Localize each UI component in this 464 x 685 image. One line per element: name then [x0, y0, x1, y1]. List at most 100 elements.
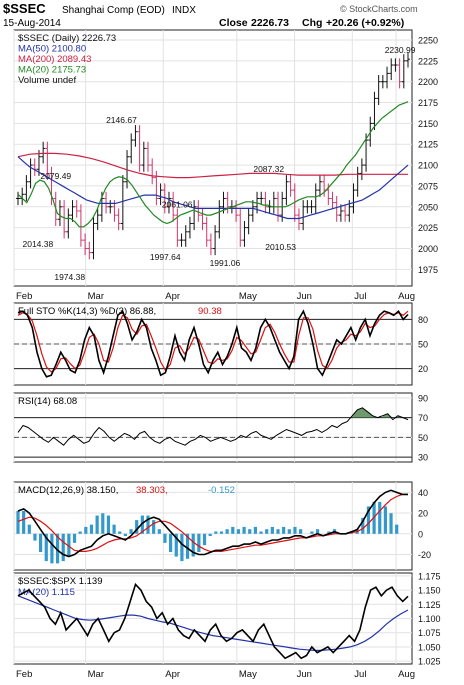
- macd-histogram-bar: [197, 533, 201, 552]
- macd-histogram-bar: [270, 526, 274, 534]
- price-annotation: 1997.64: [150, 252, 181, 262]
- macd-ytick: 0: [418, 529, 423, 539]
- bottom-month-label: Feb: [16, 669, 32, 680]
- price-month-label: Jul: [354, 291, 366, 302]
- macd-histogram-bar: [146, 515, 150, 534]
- chg-label: Chg: [302, 17, 322, 29]
- ratio-ytick: 1.175: [418, 571, 441, 581]
- stochastic-panel: 20 50 80 Full STO %K(14,3) %D(3) 86.88, 90.3…: [13, 302, 428, 386]
- price-legend: MA(50) 2100.80: [18, 44, 86, 55]
- macd-histogram-bar: [55, 533, 60, 564]
- macd-histogram-bar: [140, 515, 144, 534]
- ratio-legend: MA(20) 1.115: [18, 587, 75, 598]
- macd-legend: 38.303,: [136, 485, 168, 496]
- macd-histogram-bar: [253, 526, 257, 534]
- price-legend: $SSEC (Daily) 2226.73: [18, 33, 116, 44]
- bottom-month-label: May: [239, 669, 257, 680]
- macd-histogram-bar: [180, 533, 184, 562]
- macd-histogram-bar: [293, 526, 297, 534]
- stochastic-ytick: 80: [418, 315, 428, 325]
- macd-histogram-bar: [287, 529, 291, 534]
- macd-histogram-bar: [95, 515, 99, 534]
- price-annotation: 1991.06: [210, 258, 241, 268]
- macd-histogram-bar: [89, 524, 94, 534]
- macd-histogram-bar: [214, 531, 218, 534]
- macd-legend: -0.152: [208, 485, 235, 496]
- macd-histogram-bar: [157, 529, 161, 534]
- price-annotation: 2014.38: [23, 239, 54, 249]
- rsi-ytick: 70: [418, 413, 428, 423]
- macd-histogram-bar: [72, 533, 77, 543]
- macd-histogram-bar: [327, 531, 331, 534]
- x-axis-price: Feb Mar Apr May Jun Jul Aug: [16, 291, 415, 302]
- price-frame: [13, 29, 413, 287]
- macd-histogram-bar: [310, 531, 314, 534]
- macd-histogram-bar: [202, 533, 207, 546]
- rsi-legend: RSI(14) 68.08: [18, 396, 77, 407]
- macd-histogram-bar: [185, 533, 190, 559]
- ratio-ytick: 1.100: [418, 614, 441, 624]
- ma200-line: [17, 152, 408, 179]
- macd-ytick: 40: [418, 488, 428, 498]
- price-panel: 1975 2000 2025 2050 2075 2100 2125 2150 2175 2200…: [13, 29, 438, 287]
- rsi-line: [17, 407, 409, 446]
- macd-histogram-bar: [50, 533, 54, 564]
- price-annotation: 2010.53: [265, 242, 296, 252]
- price-ytick: 2050: [418, 202, 438, 212]
- macd-histogram-bar: [236, 529, 241, 534]
- price-annotation: 2079.49: [40, 171, 71, 181]
- header-symbol: $SSEC: [3, 1, 46, 16]
- macd-line: [17, 489, 408, 558]
- macd-histogram-bar: [27, 524, 31, 534]
- macd-histogram-bar: [361, 517, 365, 534]
- macd-histogram-bar: [33, 533, 37, 541]
- macd-histogram-bar: [112, 524, 116, 534]
- watermark: © StockCharts.com: [340, 4, 418, 14]
- macd-histogram-bar: [163, 533, 167, 543]
- bottom-month-label: Mar: [88, 669, 104, 680]
- macd-histogram-bar: [208, 533, 212, 537]
- macd-ytick: 20: [418, 509, 428, 519]
- macd-histogram-bar: [366, 506, 371, 534]
- macd-legend: MACD(12,26,9) 38.150,: [18, 485, 118, 496]
- macd-histogram-bar: [39, 533, 43, 552]
- header-name: Shanghai Comp (EOD): [62, 5, 165, 16]
- macd-histogram-bar: [259, 531, 263, 534]
- price-month-label: Jun: [297, 291, 312, 302]
- ratio-ytick: 1.125: [418, 600, 441, 610]
- ratio-legend: $SSEC:$SPX 1.139: [18, 576, 103, 587]
- stochastic-ytick: 20: [418, 364, 428, 374]
- header-exchange: INDX: [172, 5, 196, 16]
- macd-histogram-bar: [129, 529, 133, 534]
- stochastic-legend: Full STO %K(14,3) %D(3) 86.88,: [18, 306, 156, 317]
- macd-ytick: -20: [418, 550, 431, 560]
- price-month-label: Mar: [88, 291, 104, 302]
- price-ytick: 1975: [418, 265, 438, 275]
- bottom-month-label: Jul: [354, 669, 366, 680]
- price-month-label: Apr: [165, 291, 180, 302]
- price-month-label: Aug: [398, 291, 415, 302]
- price-ytick: 2100: [418, 161, 438, 171]
- macd-histogram-bar: [248, 529, 252, 534]
- macd-histogram-bar: [276, 529, 280, 534]
- ratio-panel: 1.025 1.050 1.075 1.100 1.125 1.150 1.175 $SSEC…: [13, 571, 441, 667]
- macd-histogram-bar: [242, 526, 246, 534]
- macd-histogram-bar: [101, 513, 105, 534]
- macd-histogram-bar: [84, 526, 88, 534]
- ma50-line: [17, 156, 409, 220]
- price-ytick: 2175: [418, 98, 438, 108]
- macd-histogram-bar: [152, 520, 156, 534]
- ratio-ytick: 1.075: [418, 628, 441, 638]
- macd-histogram-bar: [282, 526, 286, 534]
- price-ytick: 2000: [418, 244, 438, 254]
- macd-histogram-bar: [169, 533, 173, 552]
- macd-histogram-bar: [265, 529, 269, 534]
- bottom-month-label: Aug: [398, 669, 415, 680]
- rsi-ytick: 30: [418, 453, 428, 463]
- sto-k-line: [17, 309, 409, 378]
- macd-histogram-bar: [219, 531, 224, 534]
- price-ytick: 2025: [418, 223, 438, 233]
- price-annotation: 2230.99: [385, 45, 416, 55]
- macd-histogram-bar: [191, 533, 195, 557]
